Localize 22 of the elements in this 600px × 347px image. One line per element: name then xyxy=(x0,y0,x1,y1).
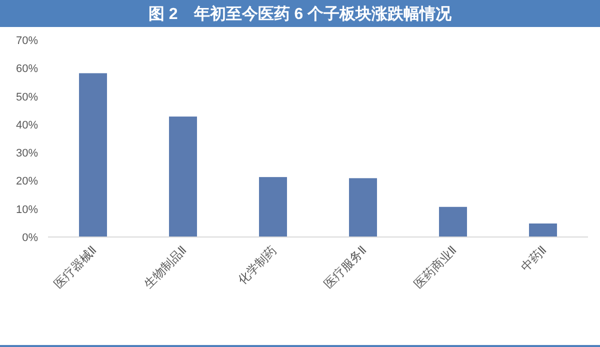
y-tick-label: 50% xyxy=(16,91,38,104)
y-tick-label: 70% xyxy=(16,35,38,47)
title: 图 2 年初至今医药 6 个子板块涨跌幅情况 xyxy=(0,0,600,27)
x-tick-label: 中药Ⅱ xyxy=(518,243,550,274)
x-tick-label: 生物制品Ⅱ xyxy=(141,243,190,292)
y-tick-label: 30% xyxy=(16,148,38,160)
bar xyxy=(529,223,557,237)
bar xyxy=(259,177,287,237)
x-tick-label: 化学制药 xyxy=(235,243,280,288)
x-tick-label: 医疗器械Ⅱ xyxy=(51,243,100,292)
bar xyxy=(79,73,107,237)
chart-title: 图 2 年初至今医药 6 个子板块涨跌幅情况 xyxy=(148,5,453,23)
x-tick-label: 医药商业Ⅱ xyxy=(411,243,460,292)
y-tick-label: 40% xyxy=(16,119,38,132)
y-tick-label: 0% xyxy=(22,232,38,244)
y-tick-label: 60% xyxy=(16,63,38,76)
bar xyxy=(169,116,197,237)
bar xyxy=(439,206,467,237)
y-tick-label: 20% xyxy=(16,176,38,188)
bar xyxy=(349,178,377,237)
x-tick-label: 医疗服务Ⅱ xyxy=(321,243,370,292)
y-tick-label: 10% xyxy=(16,204,38,216)
